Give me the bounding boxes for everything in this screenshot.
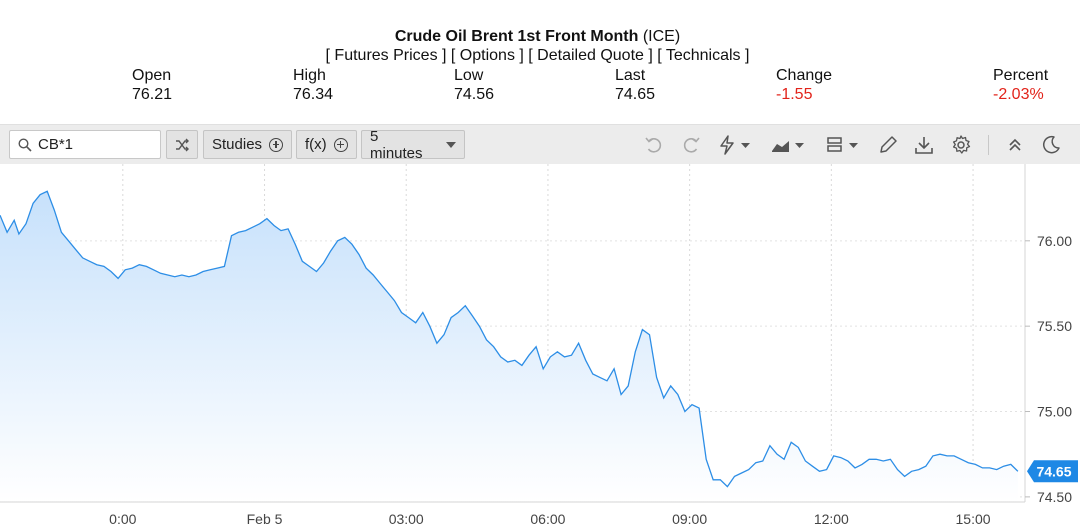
- y-tick-label: 76.00: [1037, 233, 1072, 249]
- y-tick-label: 74.50: [1037, 489, 1072, 505]
- plus-circle-icon: [334, 138, 348, 152]
- x-tick-label: 15:00: [956, 511, 991, 527]
- interval-select[interactable]: 5 minutes: [361, 130, 465, 159]
- stat-percent: Percent -2.03%: [993, 66, 1048, 104]
- layout-icon[interactable]: [824, 133, 862, 157]
- symbol-input[interactable]: [38, 134, 156, 155]
- stat-high-label: High: [293, 66, 333, 85]
- studies-label: Studies: [212, 136, 262, 153]
- stat-percent-label: Percent: [993, 66, 1048, 85]
- x-tick-label: 03:00: [389, 511, 424, 527]
- stat-last: Last 74.65: [615, 66, 655, 104]
- stat-open-label: Open: [132, 66, 172, 85]
- shuffle-icon: [174, 137, 190, 153]
- fx-label: f(x): [305, 136, 327, 153]
- instrument-title: Crude Oil Brent 1st Front Month (ICE): [0, 28, 1075, 46]
- instrument-name: Crude Oil Brent 1st Front Month: [395, 28, 639, 45]
- exchange-label: (ICE): [643, 28, 680, 45]
- toolbar-divider: [988, 135, 989, 155]
- studies-button[interactable]: Studies: [203, 130, 292, 159]
- last-price-badge-label: 74.65: [1036, 463, 1071, 479]
- search-icon: [18, 138, 32, 152]
- stat-low-value: 74.56: [454, 85, 494, 104]
- stat-last-label: Last: [615, 66, 655, 85]
- x-tick-label: 0:00: [109, 511, 136, 527]
- link-technicals[interactable]: [ Technicals ]: [657, 47, 749, 64]
- link-futures-prices[interactable]: [ Futures Prices ]: [326, 47, 447, 64]
- moon-icon[interactable]: [1039, 133, 1063, 157]
- stat-change-label: Change: [776, 66, 832, 85]
- redo-icon[interactable]: [679, 133, 703, 157]
- quote-links: [ Futures Prices ] [ Options ] [ Detaile…: [0, 47, 1075, 65]
- stat-percent-value: -2.03%: [993, 85, 1048, 104]
- link-detailed-quote[interactable]: [ Detailed Quote ]: [528, 47, 653, 64]
- fx-button[interactable]: f(x): [296, 130, 357, 159]
- gear-icon[interactable]: [949, 133, 973, 157]
- price-area: [0, 191, 1018, 502]
- chart-type-icon[interactable]: [770, 133, 808, 157]
- price-chart-svg: 76.00 75.50 75.00 74.50 0:00 Feb 5 03:00 06:00…: [0, 164, 1080, 531]
- stat-low-label: Low: [454, 66, 494, 85]
- x-tick-label: Feb 5: [247, 511, 283, 527]
- compare-button[interactable]: [166, 130, 198, 159]
- stat-last-value: 74.65: [615, 85, 655, 104]
- chart-toolbar: Studies f(x) 5 minutes: [0, 124, 1080, 164]
- plus-circle-icon: [269, 138, 283, 152]
- stat-high-value: 76.34: [293, 85, 333, 104]
- last-price-badge: 74.65: [1027, 460, 1078, 482]
- symbol-search[interactable]: [9, 130, 161, 159]
- x-axis: 0:00 Feb 5 03:00 06:00 09:00 12:00 15:00: [109, 511, 991, 527]
- price-chart[interactable]: 76.00 75.50 75.00 74.50 0:00 Feb 5 03:00 06:00…: [0, 164, 1080, 531]
- link-options[interactable]: [ Options ]: [451, 47, 524, 64]
- stat-low: Low 74.56: [454, 66, 494, 104]
- stat-open-value: 76.21: [132, 85, 172, 104]
- x-tick-label: 09:00: [672, 511, 707, 527]
- stat-high: High 76.34: [293, 66, 333, 104]
- chevron-down-icon: [446, 142, 456, 148]
- collapse-icon[interactable]: [1003, 133, 1027, 157]
- stat-change-value: -1.55: [776, 85, 832, 104]
- interval-label: 5 minutes: [370, 128, 434, 162]
- x-tick-label: 06:00: [530, 511, 565, 527]
- lightning-icon[interactable]: [716, 133, 754, 157]
- y-tick-label: 75.00: [1037, 404, 1072, 420]
- pencil-icon[interactable]: [876, 133, 900, 157]
- x-tick-label: 12:00: [814, 511, 849, 527]
- y-tick-label: 75.50: [1037, 318, 1072, 334]
- download-icon[interactable]: [912, 133, 936, 157]
- stat-open: Open 76.21: [132, 66, 172, 104]
- stat-change: Change -1.55: [776, 66, 832, 104]
- undo-icon[interactable]: [642, 133, 666, 157]
